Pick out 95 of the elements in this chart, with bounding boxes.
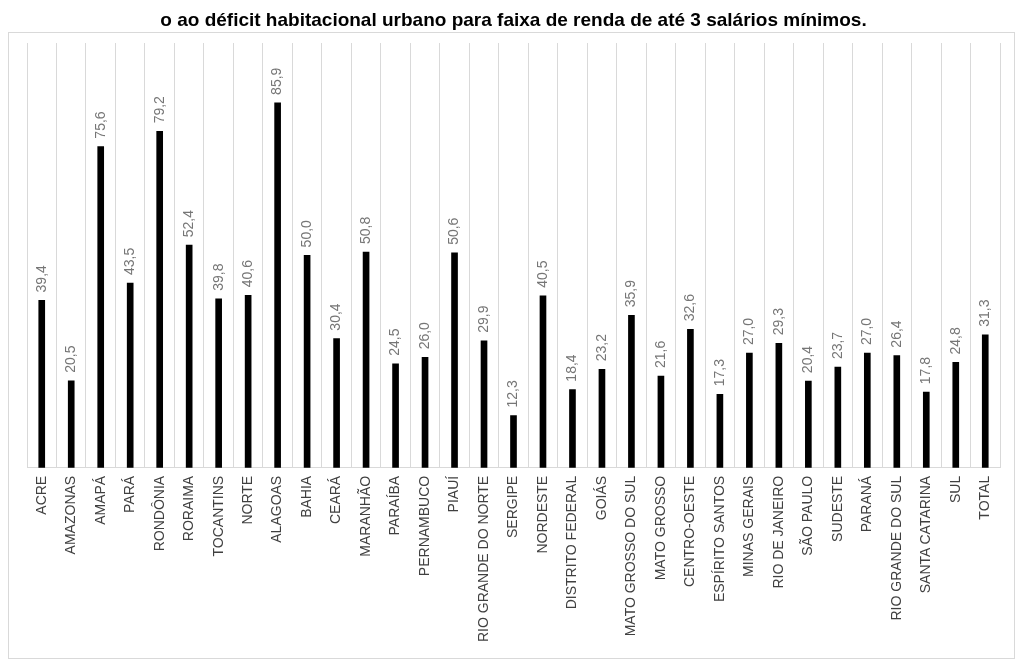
x-tick-label: TOCANTINS — [209, 475, 226, 557]
chart-title: o ao déficit habitacional urbano para faixa de renda de até 3 salários mínimos. — [159, 8, 868, 32]
data-label: 29,9 — [474, 305, 491, 333]
x-tick-label: SUDESTE — [828, 475, 845, 542]
bar — [303, 255, 311, 468]
data-label: 32,6 — [681, 293, 698, 322]
data-label: 35,9 — [622, 279, 639, 308]
data-label: 50,6 — [445, 217, 462, 245]
x-tick-label: MATO GROSSO — [651, 475, 668, 581]
x-tick-label: AMAZONAS — [62, 475, 79, 555]
bar — [510, 415, 517, 468]
bar — [863, 352, 871, 468]
x-tick-label: PARÁ — [121, 475, 138, 513]
x-tick-label: GOIÁS — [592, 475, 609, 521]
data-label: 26,0 — [415, 321, 432, 350]
bar — [67, 380, 75, 468]
data-label: 18,4 — [563, 354, 580, 382]
x-tick-label: DISTRITO FEDERAL — [563, 475, 580, 610]
x-tick-label: SERGIPE — [504, 475, 521, 539]
data-label: 12,3 — [504, 380, 521, 408]
bar — [687, 328, 694, 468]
bar — [805, 380, 812, 468]
bar — [126, 282, 134, 468]
x-tick-label: PERNAMBUCO — [415, 475, 432, 577]
x-tick-label: MARANHÃO — [356, 475, 373, 557]
bar — [893, 355, 901, 468]
data-label: 50,0 — [297, 219, 314, 248]
x-tick-label: CENTRO-OESTE — [681, 475, 698, 588]
bar — [539, 295, 547, 468]
bar — [746, 352, 753, 468]
data-label: 79,2 — [150, 95, 167, 124]
bar — [451, 252, 458, 468]
bar — [569, 389, 576, 468]
x-tick-label: NORTE — [239, 475, 255, 525]
data-label: 85,9 — [268, 67, 285, 95]
bar — [274, 102, 281, 468]
x-tick-label: SUL — [946, 475, 963, 504]
data-label: 52,4 — [180, 209, 197, 238]
bar — [628, 314, 635, 468]
data-label: 20,5 — [62, 345, 79, 373]
data-label: 17,8 — [917, 356, 934, 385]
x-tick-label: ALAGOAS — [268, 475, 285, 543]
bar — [244, 295, 252, 468]
data-label: 39,8 — [209, 263, 226, 291]
bar — [185, 244, 193, 468]
data-label: 75,6 — [91, 111, 108, 139]
data-label: 39,4 — [32, 264, 49, 293]
data-label: 27,0 — [858, 317, 875, 346]
data-label: 50,8 — [356, 216, 373, 244]
bar — [333, 338, 340, 468]
data-label: 24,5 — [386, 328, 403, 356]
bar — [480, 340, 488, 468]
data-label: 27,0 — [740, 317, 757, 346]
bar — [981, 334, 989, 468]
bar — [952, 362, 960, 468]
bar — [362, 251, 370, 468]
x-tick-label: TOTAL — [976, 475, 993, 520]
data-label: 30,4 — [327, 303, 344, 331]
data-label: 17,3 — [710, 358, 727, 387]
x-tick-label: RIO DE JANEIRO — [769, 475, 786, 589]
x-tick-label: RORAIMA — [180, 475, 197, 542]
bar — [775, 343, 783, 468]
data-label: 24,8 — [946, 326, 963, 355]
x-tick-label: PARAÍBA — [386, 475, 403, 536]
data-label: 20,4 — [799, 345, 816, 374]
data-label: 26,4 — [887, 320, 904, 348]
x-tick-label: RONDÔNIA — [150, 475, 167, 552]
x-tick-label: MATO GROSSO DO SUL — [622, 475, 639, 637]
x-tick-label: ACRE — [32, 475, 49, 515]
x-tick-label: MINAS GERAIS — [740, 475, 757, 577]
x-tick-label: RIO GRANDE DO SUL — [887, 475, 904, 621]
data-label: 31,3 — [976, 299, 993, 327]
x-tick-label: NORDESTE — [533, 475, 550, 554]
x-tick-label: RIO GRANDE DO NORTE — [474, 475, 491, 642]
data-label: 43,5 — [121, 247, 138, 276]
data-label: 29,3 — [769, 307, 786, 336]
data-label: 21,6 — [651, 340, 668, 369]
x-tick-label: PIAUÍ — [445, 475, 462, 513]
x-tick-label: CEARÁ — [327, 475, 344, 525]
bar — [156, 131, 164, 468]
data-label: 23,7 — [828, 331, 845, 360]
x-tick-label: AMAPÁ — [91, 475, 108, 525]
bar — [215, 298, 222, 468]
x-tick-label: SÃO PAULO — [799, 475, 816, 556]
bar — [922, 391, 930, 468]
x-tick-label: SANTA CATARINA — [917, 475, 934, 594]
x-tick-label: BAHIA — [297, 475, 314, 518]
data-label: 23,2 — [592, 333, 609, 362]
x-tick-label: ESPÍRITO SANTOS — [710, 475, 727, 603]
x-tick-label: PARANÁ — [858, 475, 875, 533]
bar — [97, 146, 105, 468]
data-label: 40,6 — [239, 259, 255, 288]
bar — [38, 300, 46, 468]
bar — [392, 363, 399, 468]
data-label: 40,5 — [533, 260, 550, 288]
